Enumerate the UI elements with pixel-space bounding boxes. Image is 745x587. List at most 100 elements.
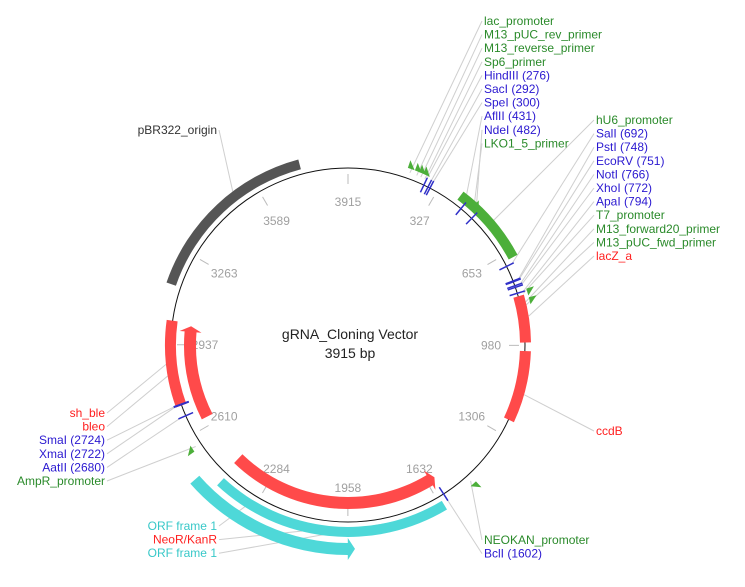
feature-lacz-a[interactable] bbox=[513, 294, 531, 343]
leader-line bbox=[218, 129, 236, 202]
label-aatii-2680[interactable]: AatII (2680) bbox=[42, 460, 105, 474]
leader-line bbox=[487, 119, 595, 227]
label-apai-794[interactable]: ApaI (794) bbox=[596, 195, 652, 209]
primer-m13-forward20-primer[interactable] bbox=[528, 295, 537, 305]
site-ecorv-751[interactable] bbox=[505, 278, 522, 286]
tick-label: 2937 bbox=[192, 338, 219, 352]
label-xmai-2722[interactable]: XmaI (2722) bbox=[39, 447, 105, 461]
tick-label: 3263 bbox=[211, 266, 238, 280]
label-sali-692[interactable]: SalI (692) bbox=[596, 127, 648, 141]
label-orf-frame-1[interactable]: ORF frame 1 bbox=[148, 519, 218, 533]
label-spei-300[interactable]: SpeI (300) bbox=[484, 96, 540, 110]
label-bcli-1602[interactable]: BclI (1602) bbox=[484, 547, 542, 561]
tick-label: 1632 bbox=[406, 462, 433, 476]
tick-label: 3589 bbox=[263, 214, 290, 228]
label-xhoi-772[interactable]: XhoI (772) bbox=[596, 181, 652, 195]
primer-sp6-primer[interactable] bbox=[423, 166, 430, 177]
feature-pbr322-origin[interactable] bbox=[166, 159, 301, 286]
feature-labels: lac_promoterM13_pUC_rev_primerM13_revers… bbox=[17, 14, 720, 561]
leader-line bbox=[430, 88, 483, 182]
site-xhoi-772[interactable] bbox=[507, 284, 524, 291]
leader-line bbox=[523, 214, 595, 294]
tick-label: 1306 bbox=[458, 410, 485, 424]
label-neokan-promoter[interactable]: NEOKAN_promoter bbox=[484, 533, 589, 547]
leader-line bbox=[464, 116, 483, 205]
label-hindiii-276[interactable]: HindIII (276) bbox=[484, 68, 550, 82]
tick-label: 327 bbox=[410, 214, 430, 228]
label-orf-frame-1[interactable]: ORF frame 1 bbox=[148, 546, 218, 560]
label-sh-ble[interactable]: sh_ble bbox=[70, 406, 106, 420]
label-pbr322-origin[interactable]: pBR322_origin bbox=[138, 123, 217, 137]
leader-line bbox=[470, 480, 483, 541]
site-aflii-431[interactable] bbox=[455, 202, 467, 216]
leader-line bbox=[432, 102, 483, 184]
leader-line bbox=[106, 406, 176, 455]
label-ccdb[interactable]: ccdB bbox=[596, 424, 623, 438]
site-saci-292[interactable] bbox=[423, 179, 433, 195]
label-ampr-promoter[interactable]: AmpR_promoter bbox=[17, 474, 105, 488]
leader-line bbox=[106, 417, 181, 468]
label-m13-puc-rev-primer[interactable]: M13_pUC_rev_primer bbox=[484, 28, 602, 42]
label-psti-748[interactable]: PstI (748) bbox=[596, 140, 648, 154]
leader-line bbox=[106, 364, 167, 414]
leader-line bbox=[446, 498, 483, 554]
leader-line bbox=[425, 75, 483, 180]
label-lac-promoter[interactable]: lac_promoter bbox=[484, 14, 554, 28]
label-m13-forward20-primer[interactable]: M13_forward20_primer bbox=[596, 222, 720, 236]
label-m13-reverse-primer[interactable]: M13_reverse_primer bbox=[484, 41, 595, 55]
label-hu6-promoter[interactable]: hU6_promoter bbox=[596, 113, 673, 127]
primer-neokan-promoter[interactable] bbox=[470, 481, 482, 488]
feature-ccdb[interactable] bbox=[504, 350, 531, 423]
site-apai-794[interactable] bbox=[509, 290, 526, 297]
site-smai-2724[interactable] bbox=[173, 400, 189, 408]
tick-mark bbox=[487, 259, 497, 266]
leader-line bbox=[526, 242, 595, 305]
label-m13-puc-fwd-primer[interactable]: M13_pUC_fwd_primer bbox=[596, 235, 716, 249]
label-smai-2724[interactable]: SmaI (2724) bbox=[39, 433, 105, 447]
label-saci-292[interactable]: SacI (292) bbox=[484, 82, 539, 96]
label-aflii-431[interactable]: AflII (431) bbox=[484, 109, 536, 123]
feature-hu6-promoter[interactable] bbox=[457, 191, 518, 260]
features bbox=[164, 159, 531, 560]
site-sali-692[interactable] bbox=[499, 262, 515, 271]
feature-sh-ble[interactable] bbox=[164, 319, 187, 408]
site-aatii-2680[interactable] bbox=[178, 411, 194, 420]
tick-label: 1958 bbox=[335, 481, 362, 495]
tick-label: 3915 bbox=[335, 195, 362, 209]
site-hindiii-276[interactable] bbox=[419, 177, 428, 193]
tick-mark bbox=[262, 196, 268, 206]
primer-ampr-promoter[interactable] bbox=[187, 445, 195, 457]
feature-neor-kanr[interactable] bbox=[234, 454, 436, 510]
leader-line bbox=[409, 20, 483, 174]
primer-lac-promoter[interactable] bbox=[407, 160, 415, 171]
label-lko1-5-primer[interactable]: LKO1_5_primer bbox=[484, 136, 569, 150]
label-sp6-primer[interactable]: Sp6_primer bbox=[484, 55, 546, 69]
label-lacz-a[interactable]: lacZ_a bbox=[596, 249, 632, 263]
primer-t7-promoter[interactable] bbox=[526, 286, 534, 296]
label-leader-lines bbox=[106, 20, 595, 554]
primer-lko1-5-primer[interactable] bbox=[473, 200, 479, 212]
site-psti-748[interactable] bbox=[505, 277, 521, 285]
feature-orf-frame-1[interactable] bbox=[217, 478, 447, 537]
leader-line bbox=[511, 133, 595, 264]
label-ndei-482[interactable]: NdeI (482) bbox=[484, 123, 541, 137]
site-ndei-482[interactable] bbox=[465, 212, 478, 225]
leader-line bbox=[518, 160, 595, 280]
site-spei-300[interactable] bbox=[425, 180, 435, 196]
leader-line bbox=[523, 394, 595, 432]
site-bcli-1602[interactable] bbox=[438, 486, 449, 502]
leader-line bbox=[472, 143, 483, 212]
leader-line bbox=[106, 375, 168, 427]
label-ecorv-751[interactable]: EcoRV (751) bbox=[596, 154, 664, 168]
plasmid-length: 3915 bp bbox=[325, 345, 376, 361]
leader-line bbox=[420, 47, 483, 178]
label-t7-promoter[interactable]: T7_promoter bbox=[596, 208, 665, 222]
feature-orf-frame-1[interactable] bbox=[190, 475, 355, 560]
site-noti-766[interactable] bbox=[506, 282, 523, 290]
label-bleo[interactable]: bleo bbox=[82, 420, 105, 434]
tick-label: 2284 bbox=[263, 462, 290, 476]
tick-label: 980 bbox=[481, 338, 501, 352]
feature-bleo[interactable] bbox=[179, 326, 213, 420]
label-noti-766[interactable]: NotI (766) bbox=[596, 167, 649, 181]
label-neor-kanr[interactable]: NeoR/KanR bbox=[153, 533, 217, 547]
